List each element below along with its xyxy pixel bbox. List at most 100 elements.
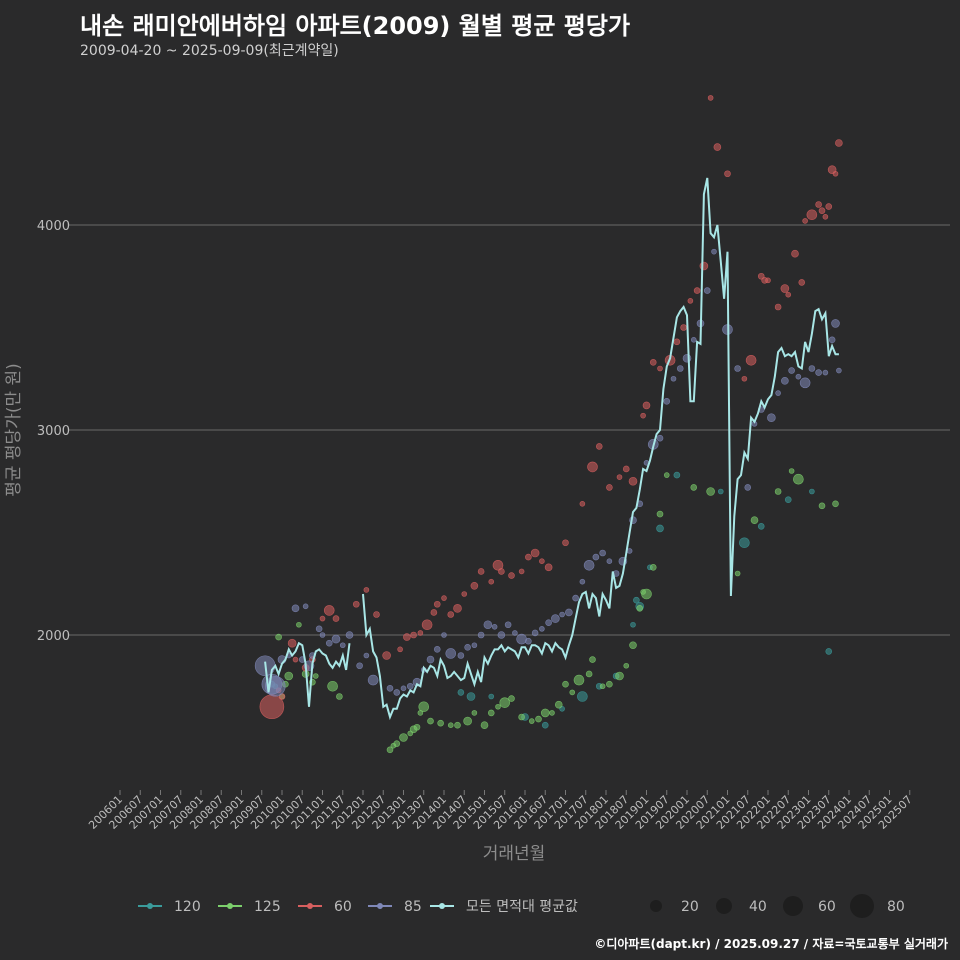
data-point-85	[775, 390, 781, 396]
data-point-120	[633, 596, 640, 604]
data-point-60	[628, 476, 638, 486]
data-point-85	[690, 336, 697, 343]
data-point-60	[498, 568, 505, 575]
data-point-125	[589, 656, 596, 663]
data-point-85	[477, 631, 485, 639]
data-point-60	[673, 338, 681, 346]
data-point-60	[447, 611, 455, 618]
data-point-60	[403, 633, 411, 641]
data-point-60	[642, 401, 651, 410]
data-point-60	[622, 465, 630, 473]
data-point-120	[577, 691, 588, 702]
data-point-60	[640, 412, 646, 419]
data-point-85	[512, 630, 518, 636]
data-point-125	[312, 673, 319, 679]
data-point-85	[545, 619, 552, 627]
data-point-60	[287, 638, 297, 648]
data-point-125	[706, 487, 715, 496]
data-point-125	[437, 719, 444, 727]
data-point-60	[525, 553, 532, 561]
data-point-60	[791, 249, 799, 258]
data-point-60	[780, 284, 790, 293]
data-point-60	[741, 375, 748, 382]
data-point-85	[808, 365, 816, 372]
data-point-85	[539, 626, 545, 632]
data-point-125	[573, 674, 585, 686]
data-point-125	[599, 683, 606, 690]
data-point-85	[767, 413, 776, 423]
data-point-120	[656, 524, 664, 533]
legend-label-120: 120	[174, 899, 201, 915]
data-point-60	[835, 139, 843, 147]
data-point-125	[336, 693, 343, 700]
data-point-120	[673, 471, 681, 479]
data-point-125	[641, 588, 652, 600]
data-point-125	[327, 680, 338, 692]
data-point-85	[795, 373, 802, 380]
data-point-85	[497, 631, 506, 639]
data-point-60	[687, 298, 694, 304]
data-point-85	[676, 365, 684, 372]
data-point-60	[421, 619, 433, 631]
data-point-125	[554, 700, 563, 709]
average-line	[264, 177, 839, 721]
data-point-60	[352, 600, 360, 608]
data-point-125	[463, 716, 472, 726]
data-point-60	[802, 218, 808, 224]
data-point-125	[562, 680, 569, 688]
data-point-125	[508, 695, 515, 702]
data-point-60	[430, 609, 438, 616]
data-point-125	[399, 733, 408, 742]
data-point-60	[595, 443, 603, 450]
data-point-85	[744, 484, 752, 491]
data-point-60	[323, 605, 335, 616]
data-point-125	[774, 488, 782, 495]
data-point-85	[504, 621, 512, 629]
data-point-85	[781, 376, 789, 385]
data-point-60	[488, 578, 495, 585]
data-point-85	[433, 646, 441, 653]
data-point-60	[492, 559, 504, 571]
data-point-85	[799, 377, 811, 389]
data-point-125	[615, 671, 624, 681]
data-point-85	[822, 369, 829, 376]
data-point-120	[541, 721, 549, 729]
data-point-85	[445, 648, 457, 659]
legend-size-label: 20	[681, 899, 699, 915]
data-point-125	[656, 510, 664, 518]
legend-size-dot	[783, 896, 803, 916]
data-point-85	[291, 604, 300, 613]
data-point-85	[393, 689, 401, 696]
data-point-60	[453, 604, 462, 613]
data-point-85	[551, 614, 560, 623]
legend-key-dot	[307, 903, 313, 909]
data-point-85	[703, 287, 711, 294]
data-point-60	[818, 207, 826, 214]
data-point-85	[319, 632, 326, 638]
data-point-125	[487, 709, 495, 717]
data-point-60	[724, 170, 731, 178]
data-point-120	[457, 689, 465, 696]
data-point-85	[363, 652, 370, 659]
legend-size-label: 80	[887, 899, 905, 915]
data-point-60	[606, 484, 613, 491]
data-point-125	[793, 473, 804, 485]
legend-size-label: 40	[749, 899, 767, 915]
data-point-125	[454, 721, 461, 729]
data-point-85	[565, 608, 573, 617]
x-axis-title: 거래년월	[483, 844, 546, 864]
data-point-60	[373, 611, 380, 618]
average-line-segment	[264, 641, 351, 707]
data-point-125	[690, 484, 698, 491]
data-point-60	[292, 656, 299, 663]
data-point-85	[663, 397, 671, 405]
data-point-125	[649, 564, 657, 571]
data-point-85	[788, 367, 795, 374]
data-point-85	[670, 375, 677, 382]
data-point-85	[516, 633, 527, 645]
data-point-125	[629, 641, 637, 650]
data-point-125	[518, 713, 525, 721]
data-point-125	[528, 718, 535, 724]
data-point-60	[680, 324, 687, 331]
data-point-85	[531, 629, 539, 637]
